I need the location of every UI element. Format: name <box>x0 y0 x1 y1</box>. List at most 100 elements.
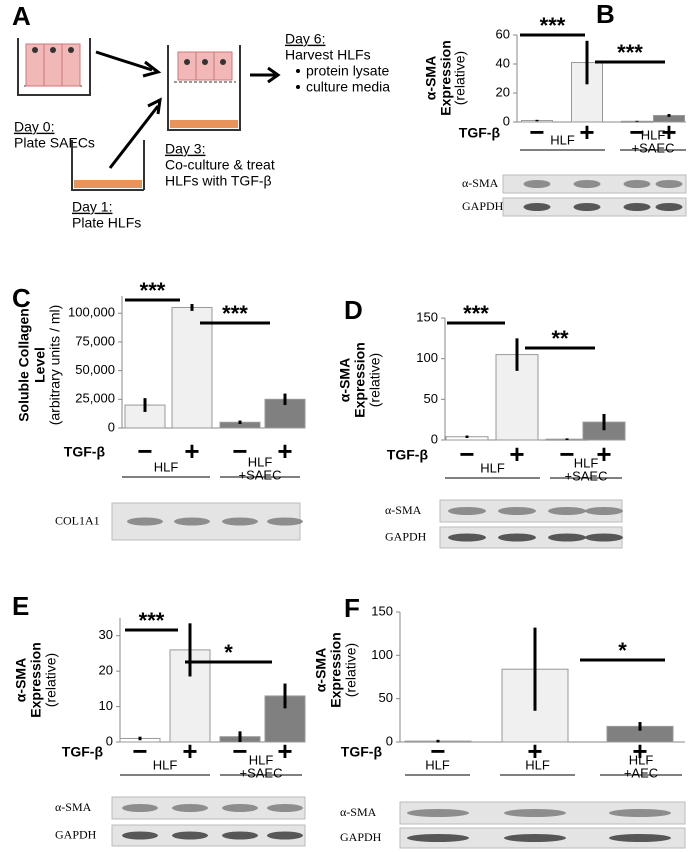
blot-band <box>127 517 163 526</box>
y-axis-label: (arbitrary units / ml) <box>47 305 63 426</box>
y-axis-label: (relative) <box>452 51 468 105</box>
blot-band <box>172 804 208 812</box>
y-tick-label: 40 <box>496 55 510 70</box>
y-axis-label: Level <box>32 347 48 383</box>
blot-band <box>585 507 623 515</box>
significance-label: *** <box>222 301 248 326</box>
group-label: HLF <box>525 757 550 772</box>
blot-label: COL1A1 <box>55 513 100 527</box>
treatment-sign: + <box>632 736 647 766</box>
y-tick-label: 50,000 <box>75 362 115 377</box>
treatment-sign: − <box>430 736 445 766</box>
blot-band <box>498 533 536 542</box>
blot-label: GAPDH <box>55 827 97 841</box>
y-tick-label: 150 <box>416 309 438 324</box>
y-axis-label: Expression <box>352 342 368 417</box>
blot-band <box>573 203 601 211</box>
bar <box>171 306 213 429</box>
well-saec <box>17 38 91 96</box>
blot-label: GAPDH <box>385 529 427 543</box>
group-label: HLF <box>629 752 654 767</box>
group-label: HLF <box>480 460 505 475</box>
blot-band <box>523 203 551 211</box>
group-label: HLF <box>154 459 179 474</box>
group-label: +AEC <box>624 765 658 780</box>
group-label: HLF <box>153 757 178 772</box>
blot-band <box>222 831 258 840</box>
treatment-sign: + <box>661 117 676 147</box>
well-hlf <box>71 140 145 191</box>
y-tick-label: 75,000 <box>75 333 115 348</box>
y-axis-label: α-SMA <box>337 358 353 402</box>
y-tick-label: 60 <box>496 26 510 41</box>
blot <box>111 824 306 847</box>
treatment-label: TGF-β <box>341 744 383 760</box>
blot-band <box>548 533 586 542</box>
step-text: Plate SAECs <box>14 135 95 151</box>
treatment-sign: − <box>459 439 474 469</box>
group-label: HLF <box>248 454 273 469</box>
treatment-sign: − <box>232 436 247 466</box>
step-day: Day 3: <box>165 141 205 157</box>
step-day: Day 6: <box>285 31 325 47</box>
step-day: Day 0: <box>14 119 54 135</box>
blot-band <box>609 809 671 817</box>
group-label: HLF <box>249 752 274 767</box>
group-label: +SAEC <box>565 468 608 483</box>
significance-label: *** <box>617 40 643 65</box>
blot-label: α-SMA <box>385 503 422 517</box>
treatment-sign: + <box>182 736 197 766</box>
step-item: culture media <box>306 79 390 95</box>
blot-band <box>523 180 551 188</box>
blot-band <box>448 533 486 542</box>
step-text: HLFs with TGF-β <box>165 173 272 189</box>
y-axis-label: (relative) <box>367 353 383 407</box>
arrows <box>95 50 281 169</box>
y-tick-label: 50 <box>424 391 438 406</box>
panel-letter: E <box>12 591 29 621</box>
step-text: Harvest HLFs <box>285 47 371 63</box>
blot-label: GAPDH <box>462 199 504 213</box>
significance-label: * <box>224 640 233 665</box>
blot-band <box>548 507 586 515</box>
treatment-sign: + <box>509 439 524 469</box>
treatment-sign: + <box>184 436 199 466</box>
blot <box>111 796 306 820</box>
panel-letter: F <box>344 593 360 623</box>
y-tick-label: 0 <box>108 419 115 434</box>
significance-label: *** <box>140 278 166 303</box>
panel-a: A Day 0: Plate SAECs Day 1: Plate HLFs <box>12 1 390 231</box>
blot-band <box>623 180 651 188</box>
y-tick-label: 0 <box>106 733 113 748</box>
group-label: +SAEC <box>240 765 283 780</box>
treatment-sign: − <box>529 117 544 147</box>
step-day: Day 1: <box>72 199 112 215</box>
treatment-sign: − <box>132 736 147 766</box>
group-label: HLF <box>574 455 599 470</box>
blot-band <box>407 809 469 817</box>
y-tick-label: 100 <box>371 647 393 662</box>
blot-band <box>448 507 486 515</box>
significance-label: ** <box>551 326 569 351</box>
blot-band <box>172 831 208 840</box>
group-label: HLF <box>641 127 666 142</box>
panel-letter: A <box>12 1 31 31</box>
treatment-sign: + <box>527 736 542 766</box>
y-tick-label: 50 <box>379 690 393 705</box>
y-tick-label: 20 <box>496 84 510 99</box>
panel-letter: B <box>596 0 615 29</box>
y-tick-label: 0 <box>431 431 438 446</box>
blot-band <box>655 180 683 188</box>
significance-label: * <box>618 638 627 663</box>
step-text: Co-culture & treat <box>165 157 275 173</box>
y-axis-label: Expression <box>28 642 44 717</box>
group-label: +SAEC <box>239 467 282 482</box>
blot-label: α-SMA <box>462 176 499 190</box>
treatment-sign: + <box>277 436 292 466</box>
blot-label: GAPDH <box>340 830 382 844</box>
